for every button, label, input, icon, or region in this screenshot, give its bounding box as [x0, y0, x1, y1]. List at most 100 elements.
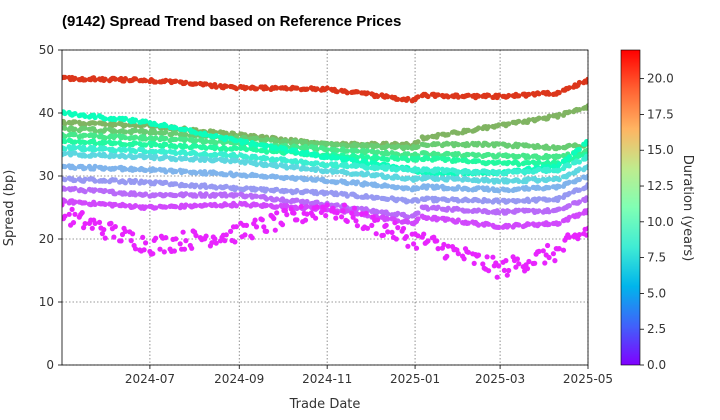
data-point	[243, 85, 250, 91]
data-point	[101, 227, 107, 233]
data-point	[425, 238, 431, 244]
data-point	[354, 223, 360, 229]
data-point	[364, 90, 371, 96]
data-point	[243, 185, 250, 191]
data-point	[294, 187, 300, 194]
data-point	[576, 79, 583, 86]
data-point	[284, 188, 290, 194]
data-point	[112, 122, 118, 128]
data-point	[516, 93, 522, 99]
data-point	[261, 224, 267, 230]
data-point	[324, 202, 330, 208]
data-point	[171, 248, 177, 254]
data-point	[264, 149, 270, 155]
data-point	[526, 117, 532, 123]
data-point	[92, 132, 98, 138]
y-tick-label: 40	[39, 106, 54, 120]
data-point	[516, 261, 522, 267]
data-point	[576, 153, 583, 159]
data-point	[576, 166, 583, 172]
data-point	[253, 155, 260, 161]
data-point	[496, 210, 502, 216]
colorbar-tick-label: 20.0	[647, 72, 674, 86]
data-point	[560, 247, 567, 253]
data-point	[314, 204, 320, 210]
data-point	[253, 172, 260, 179]
data-point	[566, 214, 572, 220]
data-point	[243, 193, 250, 199]
data-point	[425, 167, 431, 173]
data-point	[501, 267, 507, 273]
data-point	[294, 139, 300, 145]
x-tick-label: 2025-03	[475, 372, 525, 386]
data-point	[314, 140, 320, 146]
data-point	[475, 198, 482, 204]
data-point	[385, 164, 391, 170]
data-point	[92, 128, 98, 134]
data-point	[72, 177, 78, 183]
data-point	[375, 209, 381, 215]
data-point	[455, 94, 461, 100]
data-point	[284, 198, 290, 204]
data-point	[373, 231, 379, 237]
data-point	[506, 168, 512, 174]
data-point	[435, 216, 441, 222]
data-point	[62, 164, 68, 170]
chart-title: (9142) Spread Trend based on Reference P…	[62, 13, 401, 30]
data-point	[435, 92, 441, 98]
data-point	[576, 199, 583, 205]
data-point	[274, 146, 280, 152]
data-point	[153, 192, 159, 198]
data-point	[516, 186, 522, 192]
data-point	[259, 217, 265, 223]
data-point	[415, 233, 421, 239]
data-point	[89, 225, 95, 231]
data-point	[243, 222, 250, 228]
data-point	[465, 208, 471, 214]
data-point	[153, 235, 159, 241]
data-point	[72, 126, 78, 132]
data-point	[153, 122, 159, 128]
x-tick-label: 2024-07	[125, 372, 175, 386]
data-point	[82, 176, 88, 182]
data-point	[455, 206, 461, 212]
data-point	[62, 186, 68, 192]
x-axis-ticks: 2024-07 2024-09 2024-11 2025-01 2025-03 2025-…	[125, 365, 613, 386]
data-point	[132, 76, 139, 82]
data-point	[445, 175, 451, 181]
data-point	[435, 131, 441, 138]
data-point	[132, 149, 139, 155]
data-point	[375, 155, 381, 161]
x-tick-label: 2024-11	[302, 372, 352, 386]
data-point	[112, 152, 118, 158]
data-point	[566, 154, 572, 160]
data-point	[153, 179, 159, 185]
data-point	[213, 156, 219, 163]
data-point	[445, 243, 451, 249]
data-point	[62, 110, 68, 117]
data-point	[314, 86, 320, 92]
data-point	[341, 202, 348, 208]
data-point	[177, 241, 183, 247]
data-point	[566, 142, 572, 148]
data-point	[465, 198, 471, 204]
data-point	[223, 153, 229, 159]
data-point	[141, 247, 147, 253]
data-point	[475, 152, 482, 158]
data-point	[243, 138, 250, 145]
data-point	[102, 235, 108, 241]
data-point	[334, 169, 340, 175]
data-point	[72, 145, 78, 151]
data-point	[132, 246, 139, 252]
data-point	[532, 260, 538, 266]
data-point	[222, 238, 228, 244]
data-point	[576, 107, 583, 113]
data-point	[585, 173, 588, 179]
data-point	[183, 143, 189, 149]
data-point	[82, 189, 88, 195]
data-point	[122, 147, 128, 153]
data-point	[122, 129, 128, 135]
data-point	[566, 85, 572, 91]
data-point	[102, 145, 108, 152]
data-point	[193, 137, 199, 144]
